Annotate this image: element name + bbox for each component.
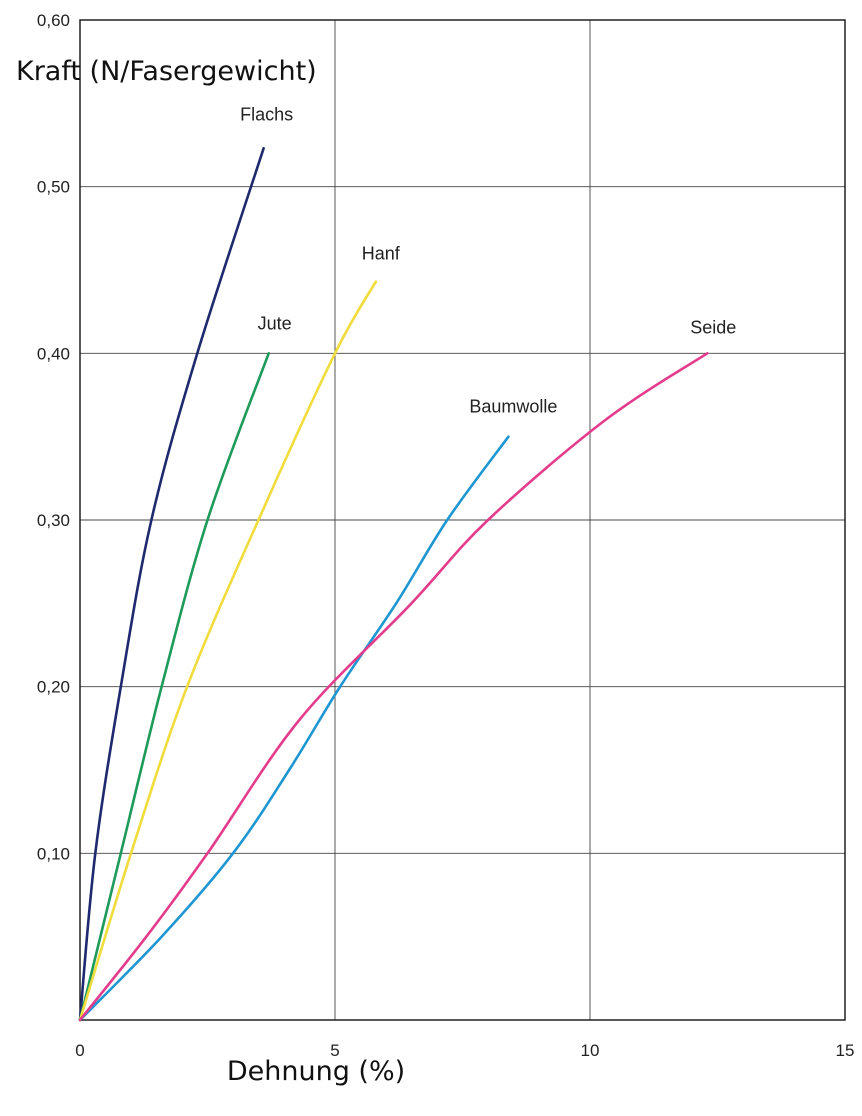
x-tick-label: 10 <box>581 1041 600 1060</box>
y-tick-label: 0,10 <box>37 844 70 863</box>
y-axis-title: Kraft (N/Fasergewicht) <box>16 56 317 87</box>
x-tick-label: 15 <box>836 1041 855 1060</box>
y-tick-label: 0,20 <box>37 678 70 697</box>
y-tick-label: 0,30 <box>37 511 70 530</box>
x-axis-ticks: 0 5 10 15 <box>75 1041 854 1060</box>
plot-frame <box>79 19 846 1021</box>
series-label-seide: Seide <box>690 317 736 337</box>
series-labels: Flachs Jute Hanf Baumwolle Seide <box>240 104 736 416</box>
x-tick-label: 0 <box>75 1041 84 1060</box>
y-axis-ticks: 0,10 0,20 0,30 0,40 0,50 0,60 <box>37 11 70 863</box>
curve-flachs <box>78 147 265 1022</box>
series-label-flachs: Flachs <box>240 104 293 124</box>
x-tick-label: 5 <box>330 1041 339 1060</box>
curve-baumwolle <box>78 435 510 1022</box>
series-curves <box>78 147 709 1022</box>
curve-seide <box>78 352 709 1022</box>
y-tick-label: 0,40 <box>37 344 70 363</box>
x-axis-title: Dehnung (%) <box>227 1056 405 1087</box>
y-tick-label: 0,50 <box>37 178 70 197</box>
curve-jute <box>78 352 270 1022</box>
y-tick-label: 0,60 <box>37 11 70 30</box>
series-label-baumwolle: Baumwolle <box>469 397 557 417</box>
series-label-hanf: Hanf <box>362 244 401 264</box>
curve-hanf <box>78 280 378 1022</box>
series-label-jute: Jute <box>258 313 292 333</box>
